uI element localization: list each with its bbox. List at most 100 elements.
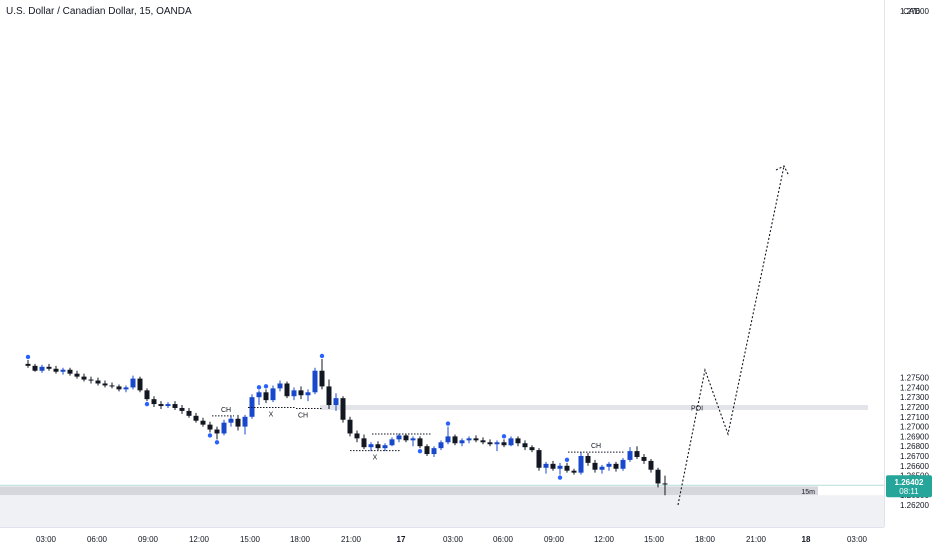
candle-body <box>592 462 598 470</box>
swing-point-dot <box>263 384 269 389</box>
candle-body <box>186 410 192 416</box>
swing-point-dot <box>564 457 570 463</box>
price-tick-label: 1.26600 <box>900 462 929 471</box>
time-tick-label: 03:00 <box>847 535 868 544</box>
candle-body <box>277 383 283 389</box>
candle-body <box>165 404 171 407</box>
candle-body <box>32 365 38 371</box>
price-tag-box <box>886 475 932 498</box>
time-tick-label: 09:00 <box>544 535 565 544</box>
currency-label: CAD <box>903 7 920 16</box>
candle-body <box>53 368 59 372</box>
candle-body <box>305 392 311 396</box>
price-tick-label: 1.26800 <box>900 442 929 451</box>
candle-body <box>431 448 437 455</box>
candle-body <box>60 369 66 372</box>
candle-body <box>137 378 143 391</box>
candle-body <box>662 483 668 485</box>
candle-body <box>151 399 157 405</box>
candle-body <box>641 456 647 461</box>
candle-body <box>333 398 339 406</box>
swing-point-dot <box>417 448 423 454</box>
swing-point-dot <box>319 353 325 359</box>
candle-body <box>508 438 514 446</box>
candle-body <box>368 444 374 448</box>
candle-body <box>221 422 227 434</box>
candle-body <box>172 404 178 408</box>
candle-body <box>361 438 367 448</box>
time-tick-label: 15:00 <box>644 535 665 544</box>
time-tick-label: 06:00 <box>87 535 108 544</box>
time-axis[interactable]: 03:00 06:00 09:00 12:00 15:00 18:00 21:00 17 03:… <box>36 535 868 544</box>
time-tick-label: 15:00 <box>240 535 261 544</box>
candle-body <box>438 442 444 449</box>
structure-label: CH <box>591 443 601 450</box>
candle-body <box>403 435 409 441</box>
price-tick-label: 1.27200 <box>900 403 929 412</box>
candle-body <box>634 451 640 457</box>
candle-body <box>494 442 500 445</box>
candle-body <box>179 407 185 411</box>
swing-point-dot <box>445 421 451 426</box>
time-tick-label: 18:00 <box>695 535 716 544</box>
candle-body <box>627 451 633 460</box>
candle-body <box>445 436 451 443</box>
candle-body <box>214 429 220 434</box>
price-tick-label: 1.27500 <box>900 374 929 383</box>
candle-body <box>319 370 325 387</box>
candle-body <box>81 376 87 380</box>
bar-countdown: 08:11 <box>899 487 919 496</box>
price-tick-label: 1.27300 <box>900 393 929 402</box>
candle-body <box>613 463 619 469</box>
swing-point-dot <box>501 434 507 439</box>
candle-body <box>291 390 297 397</box>
candle-body <box>193 415 199 421</box>
candle-body <box>347 419 353 434</box>
candle-body <box>123 387 129 390</box>
candle-body <box>46 366 52 369</box>
candle-body <box>270 388 276 401</box>
structure-label: CH <box>221 407 231 414</box>
candle-body <box>557 465 563 469</box>
projection-layer <box>677 165 790 506</box>
structure-label: X <box>269 411 274 418</box>
candle-body <box>501 442 507 446</box>
candle-body <box>67 369 73 374</box>
candle-body <box>452 436 458 444</box>
candle-body <box>74 373 80 377</box>
swing-point-dot <box>207 433 213 438</box>
time-tick-label: 12:00 <box>594 535 615 544</box>
candle-body <box>340 398 346 420</box>
time-tick-label: 09:00 <box>138 535 159 544</box>
candle-body <box>487 442 493 445</box>
swing-point-dot <box>144 401 150 407</box>
15m-zone-label: 15m <box>801 489 815 496</box>
annotations-layer: CH X CH X CH <box>25 353 625 480</box>
time-tick-label: 03:00 <box>443 535 464 544</box>
candle-body <box>424 446 430 455</box>
swing-point-dot <box>256 385 262 390</box>
candle-body <box>116 386 122 390</box>
candle-body <box>200 420 206 425</box>
candle-body <box>389 439 395 446</box>
structure-label: CH <box>298 412 308 419</box>
poi-zone <box>320 405 868 410</box>
candle-body <box>564 465 570 471</box>
candle-body <box>382 445 388 449</box>
candle-body <box>543 463 549 468</box>
candle-body <box>599 466 605 470</box>
candle-body <box>242 416 248 427</box>
candle-body <box>39 366 45 371</box>
candle-body <box>473 438 479 441</box>
price-tick-label: 1.26900 <box>900 432 929 441</box>
time-tick-label: 03:00 <box>36 535 57 544</box>
candle-body <box>410 438 416 441</box>
swing-point-dot <box>557 475 563 480</box>
price-tick-label: 1.27100 <box>900 413 929 422</box>
symbol-title[interactable]: U.S. Dollar / Canadian Dollar, 15, OANDA <box>4 6 194 17</box>
15m-zone <box>0 486 818 496</box>
candle-body <box>466 438 472 441</box>
